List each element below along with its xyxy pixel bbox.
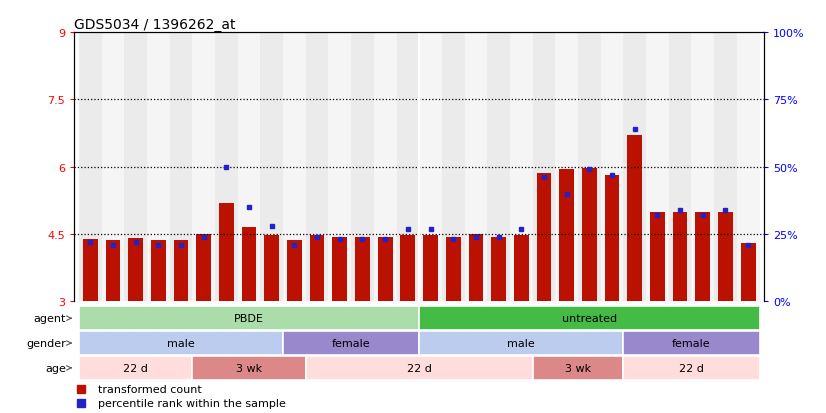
Bar xyxy=(283,33,306,301)
Text: female: female xyxy=(672,338,710,348)
Bar xyxy=(238,33,260,301)
Bar xyxy=(468,235,483,301)
Bar xyxy=(672,213,687,301)
Bar xyxy=(624,356,760,380)
Bar xyxy=(669,33,691,301)
Bar xyxy=(423,236,438,301)
Bar xyxy=(197,235,211,301)
Bar xyxy=(487,33,510,301)
Bar xyxy=(264,236,279,301)
Bar xyxy=(741,243,756,301)
Bar xyxy=(355,237,370,301)
Bar xyxy=(555,33,578,301)
Bar xyxy=(306,33,329,301)
Bar xyxy=(287,240,301,301)
Bar xyxy=(83,240,97,301)
Text: GDS5034 / 1396262_at: GDS5034 / 1396262_at xyxy=(74,18,236,32)
Bar xyxy=(306,356,533,380)
Bar xyxy=(578,33,601,301)
Bar xyxy=(173,241,188,301)
Bar xyxy=(624,331,760,355)
Bar xyxy=(650,213,665,301)
Text: male: male xyxy=(507,338,535,348)
Bar xyxy=(219,204,234,301)
Bar xyxy=(559,169,574,301)
Bar xyxy=(691,33,714,301)
Bar xyxy=(78,331,283,355)
Text: transformed count: transformed count xyxy=(98,384,202,394)
Bar xyxy=(332,237,347,301)
Bar xyxy=(514,236,529,301)
Bar xyxy=(420,33,442,301)
Text: 22 d: 22 d xyxy=(123,363,148,373)
Bar xyxy=(646,33,669,301)
Text: untreated: untreated xyxy=(562,313,617,323)
Bar xyxy=(351,33,374,301)
Text: age: age xyxy=(45,363,66,373)
Bar xyxy=(582,168,596,301)
Bar xyxy=(442,33,464,301)
Bar xyxy=(310,236,325,301)
Text: gender: gender xyxy=(26,338,66,348)
Bar xyxy=(374,33,396,301)
Bar xyxy=(128,239,143,301)
Bar xyxy=(737,33,760,301)
Bar xyxy=(78,356,192,380)
Text: agent: agent xyxy=(34,313,66,323)
Bar xyxy=(260,33,283,301)
Text: 22 d: 22 d xyxy=(406,363,432,373)
Bar xyxy=(714,33,737,301)
Bar xyxy=(695,213,710,301)
Bar xyxy=(169,33,192,301)
Bar xyxy=(624,33,646,301)
Bar xyxy=(242,228,256,301)
Bar xyxy=(401,236,415,301)
Bar xyxy=(533,33,555,301)
Text: 3 wk: 3 wk xyxy=(565,363,591,373)
Bar xyxy=(106,241,121,301)
Bar xyxy=(718,212,733,301)
Bar xyxy=(420,331,624,355)
Bar xyxy=(147,33,169,301)
Bar xyxy=(628,136,642,301)
Bar xyxy=(215,33,238,301)
Bar xyxy=(420,306,760,330)
Text: PBDE: PBDE xyxy=(234,313,264,323)
Text: male: male xyxy=(167,338,195,348)
Bar xyxy=(78,306,420,330)
Text: percentile rank within the sample: percentile rank within the sample xyxy=(98,398,287,408)
Bar xyxy=(124,33,147,301)
Bar xyxy=(491,237,506,301)
Bar xyxy=(192,33,215,301)
Bar xyxy=(78,33,102,301)
Bar xyxy=(605,175,620,301)
Text: female: female xyxy=(332,338,370,348)
Bar xyxy=(377,237,392,301)
Bar xyxy=(533,356,624,380)
Bar xyxy=(396,33,420,301)
Bar xyxy=(464,33,487,301)
Bar xyxy=(510,33,533,301)
Bar xyxy=(329,33,351,301)
Bar xyxy=(446,237,461,301)
Bar xyxy=(151,240,166,301)
Bar xyxy=(192,356,306,380)
Bar xyxy=(537,174,551,301)
Bar xyxy=(102,33,124,301)
Text: 22 d: 22 d xyxy=(679,363,704,373)
Bar xyxy=(283,331,419,355)
Bar xyxy=(601,33,624,301)
Text: 3 wk: 3 wk xyxy=(236,363,262,373)
